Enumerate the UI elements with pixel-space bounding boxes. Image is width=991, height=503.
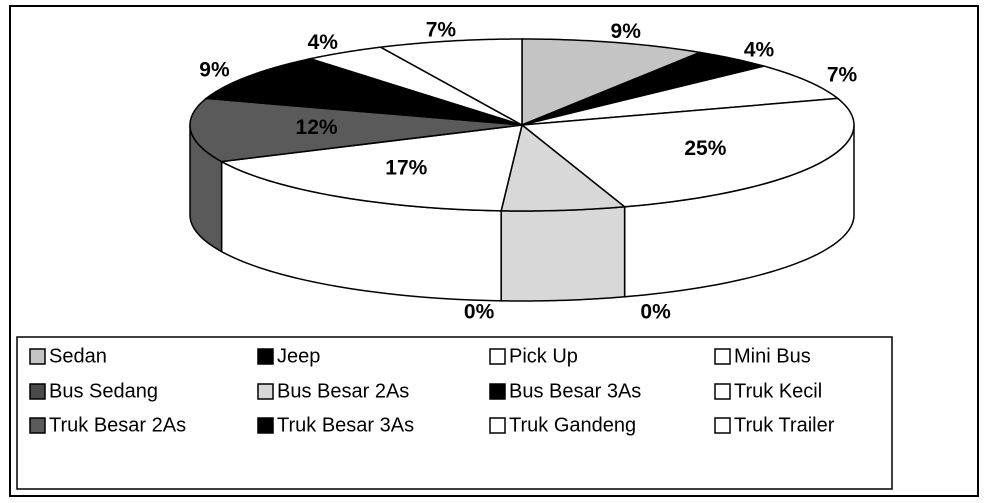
slice — [378, 38, 523, 127]
data-label: 12% — [296, 116, 338, 139]
slice — [500, 123, 627, 212]
data-label: 7% — [426, 19, 457, 42]
data-label: 7% — [827, 64, 858, 87]
data-label: 25% — [684, 137, 726, 160]
data-label: 0% — [640, 301, 671, 324]
legend-swatch — [257, 383, 274, 400]
data-labels: 9% 4% 7% 25% 0% 0% 17% 12% 9% 4% 7% — [199, 19, 857, 324]
legend-label: Bus Besar 2As — [277, 380, 409, 402]
slice — [189, 97, 523, 163]
legend-swatch — [29, 348, 46, 365]
legend-swatch — [489, 383, 506, 400]
legend-swatch — [489, 417, 506, 434]
pie-tops — [189, 38, 855, 212]
slice — [521, 38, 703, 127]
slice — [307, 46, 523, 126]
legend-label: Pick Up — [509, 345, 578, 367]
legend-swatch — [257, 348, 274, 365]
legend-label: Truk Trailer — [734, 414, 835, 436]
data-label: 4% — [308, 31, 339, 54]
legend-swatch — [714, 383, 731, 400]
legend-swatch — [29, 417, 46, 434]
slice — [521, 65, 840, 126]
legend-swatch — [714, 348, 731, 365]
legend: Sedan Jeep Pick Up Mini Bus Bus Sedang Bus Be… — [29, 345, 835, 436]
legend-label: Truk Gandeng — [509, 414, 636, 436]
data-label: 9% — [199, 58, 230, 81]
data-label: 4% — [744, 38, 775, 61]
legend-label: Truk Kecil — [734, 380, 822, 402]
legend-label: Truk Besar 3As — [277, 414, 414, 436]
legend-label: Bus Besar 3As — [509, 380, 641, 402]
slice-side — [500, 205, 626, 302]
slice — [521, 51, 768, 126]
legend-swatch — [257, 417, 274, 434]
legend-swatch — [714, 417, 731, 434]
legend-swatch — [29, 383, 46, 400]
data-label: 17% — [385, 157, 427, 180]
legend-label: Mini Bus — [734, 345, 811, 367]
legend-label: Jeep — [277, 345, 320, 367]
slice — [219, 124, 523, 212]
legend-swatch — [489, 348, 506, 365]
legend-label: Sedan — [49, 345, 107, 367]
data-label: 9% — [611, 20, 642, 43]
legend-label: Truk Besar 2As — [49, 414, 186, 436]
slice — [204, 57, 523, 126]
slice — [520, 97, 855, 208]
data-label: 0% — [464, 301, 495, 324]
legend-box — [16, 336, 893, 490]
legend-label: Bus Sedang — [49, 380, 158, 402]
